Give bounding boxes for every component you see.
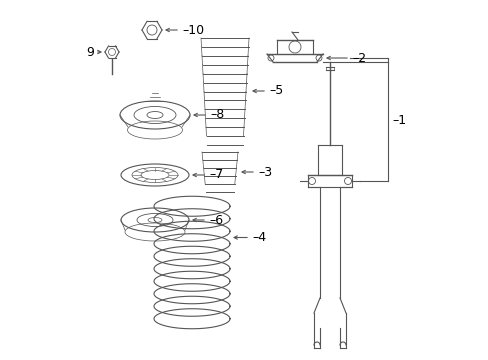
Text: –4: –4 (251, 231, 265, 244)
Text: –3: –3 (258, 166, 271, 179)
Text: –2: –2 (351, 51, 366, 64)
Text: –5: –5 (268, 85, 283, 98)
Text: –6: –6 (208, 213, 223, 226)
Text: –7: –7 (208, 168, 223, 181)
Text: –8: –8 (209, 108, 224, 122)
Text: –1: –1 (391, 114, 406, 127)
Text: 9: 9 (86, 45, 94, 58)
Text: –10: –10 (182, 23, 203, 36)
